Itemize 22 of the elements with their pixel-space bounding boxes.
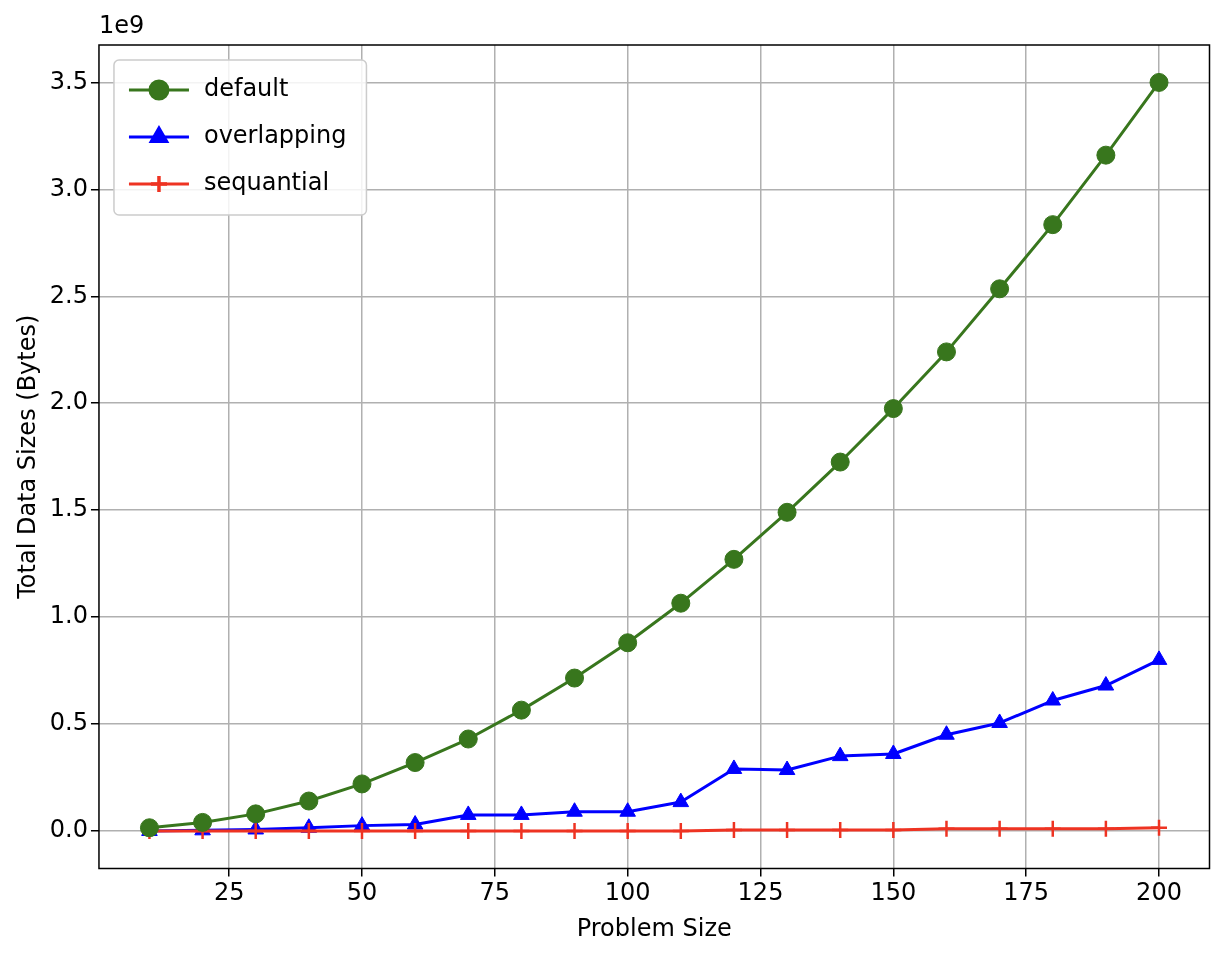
x-axis-title: Problem Size: [576, 913, 732, 942]
x-tick-label: 75: [479, 878, 511, 907]
x-tick-label: 100: [604, 878, 651, 907]
y-tick-label: 0.0: [49, 815, 88, 844]
y-tick-label: 0.5: [49, 708, 88, 737]
legend-label: default: [203, 74, 289, 103]
text: 1e9: [98, 11, 145, 40]
y-tick-label: 3.0: [49, 173, 88, 202]
x-tick-label: 25: [213, 878, 245, 907]
y-tick-label: 1.0: [49, 601, 88, 630]
y-tick-label: 3.5: [49, 66, 88, 95]
x-tick-label: 200: [1136, 878, 1182, 907]
y-tick-label: 2.5: [49, 280, 88, 309]
x-tick-label: 150: [870, 878, 917, 907]
y-tick-label: 2.0: [49, 387, 88, 416]
x-tick-label: 175: [1003, 878, 1050, 907]
legend-label: sequantial: [203, 168, 330, 197]
x-tick-label: 50: [346, 878, 378, 907]
x-tick-label: 125: [737, 878, 784, 907]
y-axis-title: Total Data Sizes (Bytes): [12, 314, 41, 600]
legend-label: overlapping: [203, 121, 347, 150]
y-tick-label: 1.5: [49, 494, 88, 523]
